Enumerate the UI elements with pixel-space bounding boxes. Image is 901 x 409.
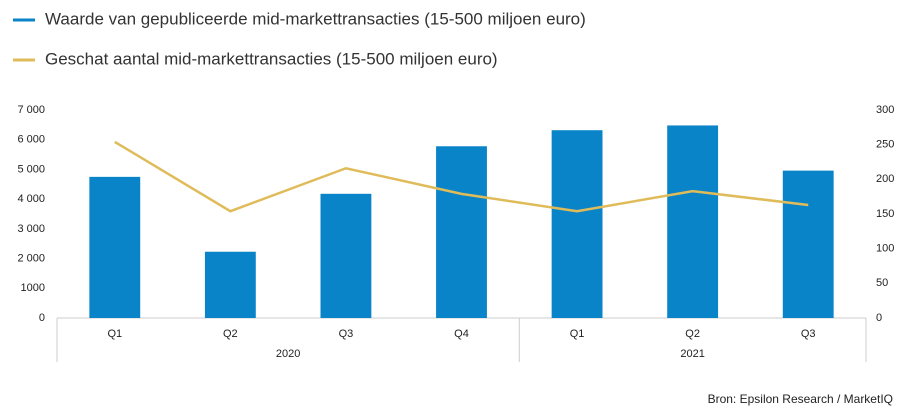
y-tick-label: 7 000	[17, 104, 45, 116]
x-tick-label: Q1	[107, 328, 122, 340]
x-tick-label: Q3	[801, 328, 816, 340]
bar	[436, 146, 487, 318]
x-tick-label: Q1	[570, 328, 585, 340]
group-label: 2021	[680, 348, 704, 360]
y2-tick-label: 300	[876, 104, 894, 116]
y2-tick-label: 100	[876, 243, 894, 255]
line	[114, 140, 809, 213]
y-tick-label: 6 000	[17, 134, 45, 146]
x-tick-label: Q3	[339, 328, 354, 340]
x-tick-label: Q2	[223, 328, 238, 340]
y-tick-label: 5 000	[17, 163, 45, 175]
y2-tick-label: 50	[876, 277, 888, 289]
y2-tick-label: 200	[876, 173, 894, 185]
bar	[782, 170, 834, 318]
y2-tick-label: 250	[876, 139, 894, 151]
y-tick-label: 0	[39, 312, 45, 324]
y-tick-label: 2 000	[17, 252, 45, 264]
bar	[204, 251, 256, 318]
group-label: 2020	[276, 348, 300, 360]
y2-tick-label: 150	[876, 208, 894, 220]
legend-label: Waarde van gepubliceerde mid-markettrans…	[45, 9, 586, 28]
y-tick-label: 4 000	[17, 193, 45, 205]
bar	[667, 125, 719, 318]
x-tick-label: Q4	[454, 328, 469, 340]
bar	[89, 176, 141, 318]
source: Bron: Epsilon Research / MarketIQ	[708, 392, 893, 406]
bar	[551, 130, 603, 318]
bar	[320, 193, 372, 318]
x-tick-label: Q2	[685, 328, 700, 340]
y2-tick-label: 0	[876, 312, 882, 324]
y-tick-label: 3 000	[17, 223, 45, 235]
legend-label: Geschat aantal mid-markettransacties (15…	[45, 49, 498, 68]
y-tick-label: 1000	[21, 282, 45, 294]
